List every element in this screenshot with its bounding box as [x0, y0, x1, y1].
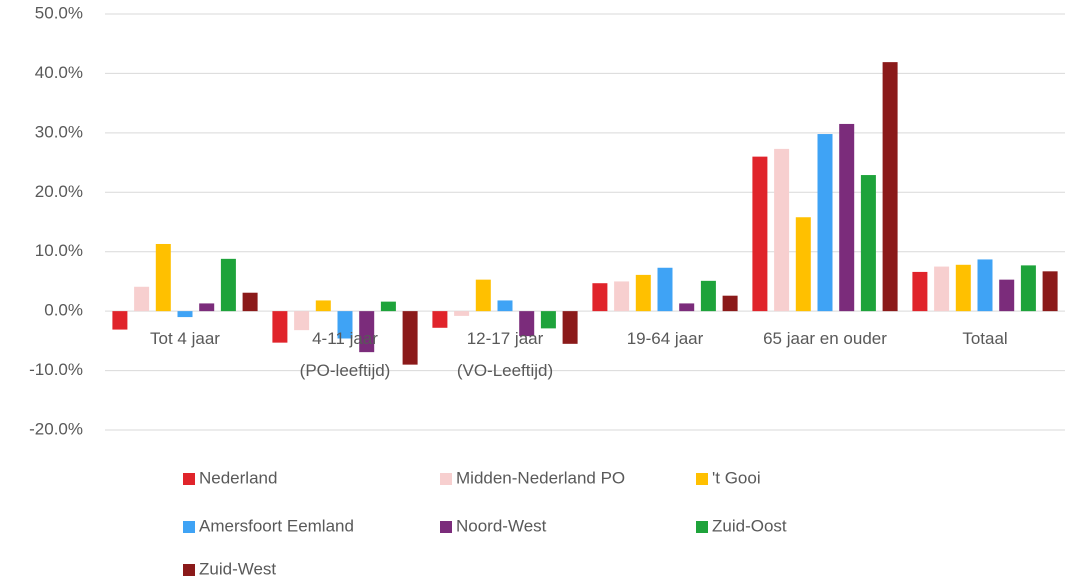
legend-swatch — [183, 473, 195, 485]
bar — [722, 295, 738, 312]
bar — [795, 217, 811, 312]
bar — [475, 279, 491, 312]
x-tick-label: Totaal — [962, 329, 1007, 348]
legend-label: Nederland — [199, 468, 277, 487]
bar — [614, 281, 630, 312]
x-tick-label: 4-11 jaar (PO-leeftijd) — [300, 329, 391, 380]
bar — [955, 264, 971, 312]
legend-swatch — [696, 521, 708, 533]
legend-swatch — [440, 521, 452, 533]
legend-label: Midden-Nederland PO — [456, 468, 625, 487]
bar — [134, 286, 150, 312]
bar — [700, 280, 716, 312]
x-tick-label: 12-17 jaar (VO-Leeftijd) — [457, 329, 553, 380]
legend-label: Noord-West — [456, 516, 547, 535]
bar — [112, 311, 128, 330]
legend-label: Zuid-West — [199, 559, 276, 577]
bar — [1020, 265, 1036, 312]
y-tick-label: 50.0% — [35, 3, 83, 22]
bar — [380, 301, 396, 312]
bar — [155, 243, 171, 312]
bar — [337, 311, 353, 339]
y-tick-label: 10.0% — [35, 241, 83, 260]
bar — [359, 311, 375, 353]
y-tick-label: 20.0% — [35, 182, 83, 201]
bar — [177, 311, 193, 318]
bar — [432, 311, 448, 328]
bar — [294, 311, 310, 331]
bar — [242, 292, 258, 312]
legend-label: Amersfoort Eemland — [199, 516, 354, 535]
x-tick-label: Tot 4 jaar — [150, 329, 220, 348]
bar — [752, 156, 768, 312]
y-tick-label: 0.0% — [44, 301, 83, 320]
legend-swatch — [696, 473, 708, 485]
y-tick-label: 40.0% — [35, 63, 83, 82]
legend-swatch — [440, 473, 452, 485]
bar — [199, 303, 215, 312]
bar — [657, 267, 673, 312]
bar — [817, 134, 833, 312]
bar — [839, 123, 855, 312]
bar — [402, 311, 418, 365]
y-tick-label: 30.0% — [35, 122, 83, 141]
x-tick-label: 19-64 jaar — [627, 329, 704, 348]
bar — [934, 266, 950, 312]
bar — [999, 279, 1015, 312]
legend-label: Zuid-Oost — [712, 516, 787, 535]
bar — [272, 311, 288, 343]
bar — [912, 271, 928, 312]
bar — [860, 175, 876, 312]
bar — [540, 311, 556, 329]
legend-swatch — [183, 521, 195, 533]
bar — [592, 283, 608, 312]
x-tick-label: 65 jaar en ouder — [763, 329, 887, 348]
bar — [519, 311, 535, 337]
bar — [454, 311, 470, 316]
bar — [315, 300, 331, 312]
legend-label: 't Gooi — [712, 468, 761, 487]
bar — [635, 274, 651, 312]
bar — [1042, 271, 1058, 312]
bar — [882, 62, 898, 312]
bar — [679, 303, 695, 312]
bar — [774, 148, 790, 312]
legend-swatch — [183, 564, 195, 576]
bar — [977, 259, 993, 312]
bar — [497, 300, 513, 312]
bar — [562, 311, 578, 344]
bar — [220, 258, 236, 312]
y-tick-label: -10.0% — [29, 360, 83, 379]
y-tick-label: -20.0% — [29, 419, 83, 438]
